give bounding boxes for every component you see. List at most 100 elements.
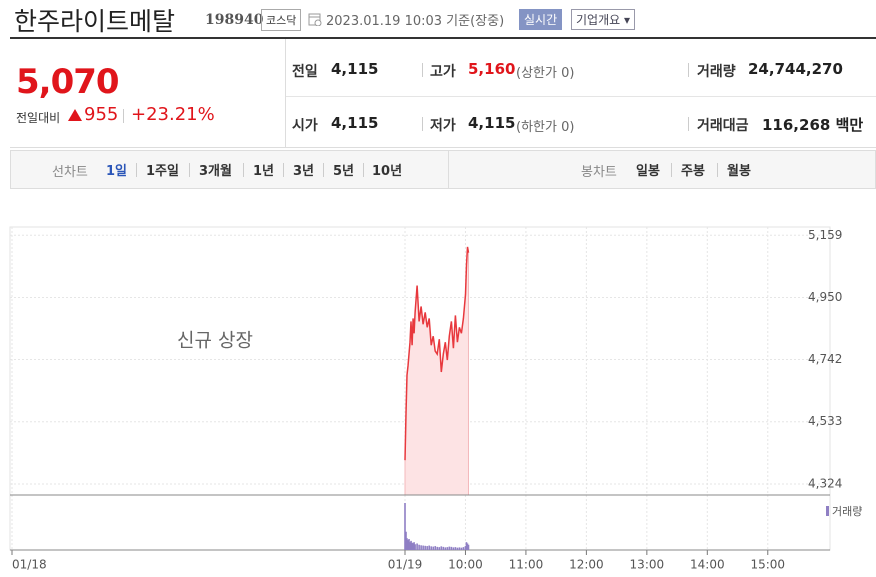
volume-bar bbox=[436, 546, 439, 550]
calendar-icon bbox=[308, 13, 322, 26]
y-tick-label: 4,950 bbox=[808, 290, 842, 304]
volume-bar bbox=[458, 547, 461, 550]
datetime: 2023.01.19 10:03 기준(장중) bbox=[326, 10, 504, 29]
low-value: 4,115 bbox=[468, 114, 516, 132]
company-button[interactable]: 기업개요 ▾ bbox=[571, 9, 636, 30]
legend-swatch bbox=[826, 506, 829, 516]
volume-bar bbox=[460, 547, 463, 550]
separator bbox=[123, 109, 124, 123]
x-tick-label: 01/19 bbox=[388, 558, 423, 572]
separator bbox=[243, 163, 244, 177]
volume-bar bbox=[430, 546, 432, 550]
x-tick-label: 10:00 bbox=[448, 558, 483, 572]
x-tick-label: 12:00 bbox=[569, 558, 604, 572]
volume-bar bbox=[418, 544, 420, 550]
amount-number: 116,268 bbox=[762, 116, 831, 134]
y-tick-label: 5,159 bbox=[808, 228, 842, 242]
x-tick-label: 01/18 bbox=[12, 558, 47, 572]
market-badge: 코스닥 bbox=[261, 9, 302, 31]
separator bbox=[688, 63, 689, 77]
volume-bar bbox=[466, 543, 469, 550]
high-label: 고가 bbox=[430, 64, 456, 80]
volume-bar bbox=[404, 503, 406, 550]
volume-bar bbox=[411, 542, 413, 550]
volume-bar bbox=[464, 546, 467, 550]
separator bbox=[189, 163, 190, 177]
y-tick-label: 4,533 bbox=[808, 414, 842, 428]
stock-name: 한주라이트메탈 bbox=[14, 7, 176, 36]
separator bbox=[136, 163, 137, 177]
separator bbox=[422, 117, 423, 131]
tab[interactable]: 월봉 bbox=[727, 164, 751, 179]
volume-bar bbox=[462, 547, 465, 550]
volume-bar bbox=[414, 544, 416, 550]
volume-label: 거래량 bbox=[697, 64, 736, 80]
change-value: 955 bbox=[84, 104, 119, 125]
separator bbox=[717, 163, 718, 177]
separator bbox=[283, 163, 284, 177]
volume-bar bbox=[407, 540, 409, 550]
tab[interactable]: 주봉 bbox=[681, 164, 705, 179]
volume-bar bbox=[420, 545, 422, 550]
volume-bar bbox=[416, 543, 418, 550]
volume-bar bbox=[410, 540, 412, 550]
amount-label: 거래대금 bbox=[697, 118, 749, 134]
price-line bbox=[404, 246, 470, 461]
up-arrow bbox=[68, 109, 82, 121]
legend-label: 거래량 bbox=[832, 505, 862, 518]
volume-bar bbox=[412, 543, 414, 550]
date-text: 2023.01.19 10:03 bbox=[326, 14, 443, 29]
tab[interactable]: 1년 bbox=[253, 164, 275, 179]
volume-bar bbox=[406, 538, 408, 550]
tab[interactable]: 1주일 bbox=[146, 164, 179, 179]
open-label: 시가 bbox=[292, 118, 318, 134]
upper-limit: (상한가 0) bbox=[516, 66, 575, 81]
x-tick-label: 15:00 bbox=[750, 558, 785, 572]
price-chart: 4,324 4,533 4,742 4,950 5,159 01/18 01/19 10:00… bbox=[9, 226, 862, 572]
change-label: 전일대비 bbox=[16, 111, 61, 125]
price-area bbox=[405, 246, 469, 495]
separator bbox=[363, 163, 364, 177]
tab[interactable]: 5년 bbox=[333, 164, 355, 179]
tab[interactable]: 3년 bbox=[293, 164, 315, 179]
volume-bar bbox=[444, 547, 447, 550]
separator bbox=[422, 63, 423, 77]
divider bbox=[448, 151, 449, 188]
header-rule bbox=[10, 37, 876, 39]
amount-unit: 백만 bbox=[835, 116, 864, 134]
volume-bar bbox=[456, 547, 459, 550]
tab[interactable]: 일봉 bbox=[636, 164, 660, 179]
tab[interactable]: 10년 bbox=[372, 164, 403, 179]
volume-bar bbox=[467, 544, 470, 550]
tab[interactable]: 1일 bbox=[106, 164, 128, 179]
line-chart-label: 선차트 bbox=[52, 165, 88, 180]
volume-bar bbox=[408, 539, 410, 550]
stock-code: 198940 bbox=[205, 12, 264, 28]
y-tick-label: 4,324 bbox=[808, 476, 842, 490]
low-label: 저가 bbox=[430, 118, 456, 134]
volume-bar bbox=[432, 546, 435, 550]
volume-bar bbox=[405, 531, 407, 550]
annotation: 신규 상장 bbox=[177, 330, 253, 352]
separator bbox=[323, 163, 324, 177]
basis-text: 기준(장중) bbox=[446, 14, 505, 29]
volume-bar bbox=[465, 542, 468, 550]
prev-label: 전일 bbox=[292, 64, 318, 80]
x-tick-label: 14:00 bbox=[690, 558, 725, 572]
divider bbox=[286, 96, 876, 97]
x-tick-label: 11:00 bbox=[509, 558, 544, 572]
divider bbox=[285, 39, 286, 148]
divider bbox=[10, 147, 876, 148]
tab[interactable]: 3개월 bbox=[199, 164, 232, 179]
realtime-button[interactable]: 실시간 bbox=[519, 9, 563, 30]
open-value: 4,115 bbox=[331, 114, 379, 132]
amount-value: 116,268 백만 bbox=[762, 114, 863, 135]
company-text: 기업개요 bbox=[576, 13, 621, 27]
volume-bar bbox=[426, 546, 428, 550]
volume-bar bbox=[409, 542, 411, 550]
volume-bar bbox=[452, 547, 455, 550]
volume-bar bbox=[446, 547, 449, 550]
separator bbox=[671, 163, 672, 177]
